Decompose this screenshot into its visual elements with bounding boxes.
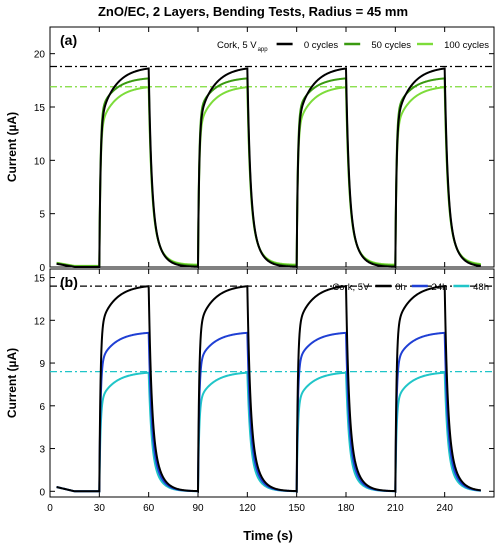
y-tick-label: 10 [34,156,46,167]
x-tick-label: 120 [239,503,256,514]
legend-prefix: Cork, 5V [332,282,370,293]
x-tick-label: 0 [47,503,53,514]
y-tick-label: 9 [39,359,45,370]
y-axis-label: Current (µA) [5,348,19,418]
plot-frame [49,26,495,268]
series-line-50-cycles [56,77,481,268]
legend-label: 48h [473,282,489,293]
y-tick-label: 20 [34,50,46,61]
series-line-24h [56,331,481,493]
x-tick-label: 150 [288,503,305,514]
x-tick-label: 180 [338,503,355,514]
legend-label: 0h [395,282,406,293]
y-axis-label: Current (µA) [5,112,19,182]
x-tick-label: 240 [436,503,453,514]
series-line-0h [56,285,481,493]
legend-label: 50 cycles [371,40,411,51]
legend-label: 0 cycles [304,40,339,51]
y-tick-label: 0 [39,263,45,274]
panel-label: (a) [60,32,77,48]
y-tick-label: 12 [34,316,46,327]
y-tick-label: 6 [39,402,45,413]
y-tick-label: 5 [39,210,45,221]
panel-label: (b) [60,274,78,290]
y-tick-label: 15 [34,274,46,285]
chart-title: ZnO/EC, 2 Layers, Bending Tests, Radius … [98,4,408,19]
x-tick-label: 90 [192,503,204,514]
legend-label: 24h [432,282,448,293]
x-tick-label: 60 [143,503,155,514]
x-tick-label: 210 [387,503,404,514]
legend-label: 100 cycles [444,40,489,51]
legend-prefix-subscript: app [258,47,269,53]
plot-frame [49,268,495,498]
y-tick-label: 0 [39,487,45,498]
x-axis-label: Time (s) [243,528,293,543]
series-line-100-cycles [56,86,481,267]
series-line-0-cycles [56,67,481,269]
x-tick-label: 30 [94,503,106,514]
y-tick-label: 15 [34,103,46,114]
legend-prefix: Cork, 5 V [217,40,257,51]
panel-a: 0 5 10 15 20 Current (µA) (a) 100 cycles 50 cycl… [5,26,495,274]
series-line-48h [56,371,481,493]
y-tick-label: 3 [39,445,45,456]
